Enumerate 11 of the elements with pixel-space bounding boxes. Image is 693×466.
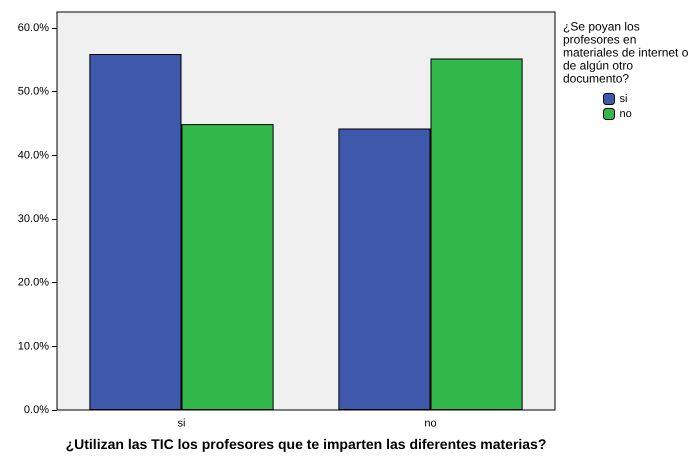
legend-label: si (620, 93, 628, 105)
x-axis-title: ¿Utilizan las TIC los profesores que te imparten las diferentes materias? (66, 436, 546, 452)
y-tick-label: 30.0% (18, 212, 50, 225)
y-tick-label: 20.0% (18, 276, 50, 289)
y-tick-label: 50.0% (18, 86, 50, 98)
legend-label: no (620, 108, 632, 120)
y-tick-label: 60.0% (18, 22, 50, 34)
y-tick-label: 40.0% (18, 149, 50, 162)
y-tick-label: 0.0% (24, 404, 50, 416)
y-tick-label: 10.0% (18, 340, 50, 352)
legend-title: ¿Se poyan los profesores en materiales de internet o de algún otro documento? (563, 20, 692, 86)
